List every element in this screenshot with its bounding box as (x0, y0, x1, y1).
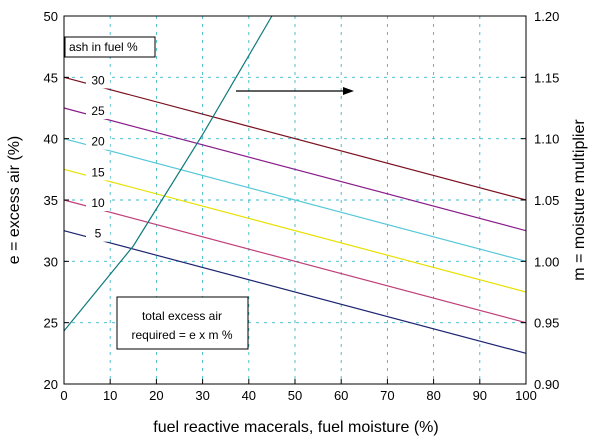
ticks: 0 10 20 30 40 50 60 70 80 90 100 20 25 30 35 40 45 50 0.90… (44, 9, 560, 403)
series-line-ash-10 (63, 199, 527, 324)
y-left-tick-label: 50 (44, 9, 58, 24)
series-label-30: 30 (91, 73, 105, 87)
y-left-tick-label: 35 (44, 193, 58, 208)
legend-box: ash in fuel % (64, 36, 156, 58)
series-label-bg (86, 133, 110, 150)
series-line-ash-25 (63, 107, 527, 232)
right-arrow (236, 87, 354, 95)
x-tick-label: 30 (195, 388, 209, 403)
x-tick-label: 50 (288, 388, 302, 403)
arrow-head-icon (343, 87, 354, 95)
series-line-ash-20 (63, 138, 527, 262)
series-label-10: 10 (91, 196, 105, 210)
series-line-ash-5 (63, 230, 527, 354)
series-lines (63, 76, 527, 354)
note-box-frame (116, 296, 249, 350)
series-line-ash-30 (63, 76, 527, 201)
series-label-bg (86, 164, 110, 181)
y-right-tick-label: 1.15 (534, 70, 559, 85)
series-label-bg (86, 72, 110, 89)
legend-title: ash in fuel % (69, 40, 138, 54)
y-left-tick-label: 40 (44, 132, 58, 147)
y-right-tick-label: 1.05 (534, 193, 559, 208)
x-tick-label: 60 (334, 388, 348, 403)
x-tick-label: 100 (515, 388, 537, 403)
note-line-1: total excess air (142, 309, 222, 323)
x-tick-label: 20 (149, 388, 163, 403)
x-tick-label: 40 (242, 388, 256, 403)
y-right-tick-label: 1.00 (534, 254, 559, 269)
x-tick-label: 10 (103, 388, 117, 403)
y-left-tick-label: 45 (44, 70, 58, 85)
series-label-20: 20 (91, 135, 105, 149)
series-label-bg (86, 103, 110, 119)
series-line-ash-15 (63, 168, 527, 293)
series-label-5: 5 (95, 227, 102, 241)
legend-box-frame (64, 36, 156, 58)
note-box: total excess air required = e x m % (116, 296, 249, 350)
moisture-multiplier-curve (63, 15, 273, 332)
x-axis-title: fuel reactive macerals, fuel moisture (%… (153, 419, 438, 436)
y-axis-right-title: m = moisture multiplier (571, 119, 588, 281)
y-left-tick-label: 25 (44, 316, 58, 331)
note-line-2: required = e x m % (131, 328, 232, 342)
x-tick-label: 90 (473, 388, 487, 403)
series-label-15: 15 (91, 165, 105, 179)
moisture-curve-group (63, 15, 273, 332)
series-label-25: 25 (91, 104, 105, 118)
series-label-bg (86, 225, 110, 242)
y-right-tick-label: 0.95 (534, 316, 559, 331)
x-tick-label: 70 (380, 388, 394, 403)
x-tick-label: 0 (60, 388, 67, 403)
x-tick-label: 80 (426, 388, 440, 403)
series-labels: 30 25 20 15 10 5 (86, 72, 110, 242)
y-right-tick-label: 1.10 (534, 132, 559, 147)
y-left-tick-label: 20 (44, 377, 58, 392)
y-left-tick-label: 30 (44, 254, 58, 269)
y-axis-left-title: e = excess air (%) (6, 136, 23, 264)
y-right-tick-label: 1.20 (534, 9, 559, 24)
series-label-bg (86, 195, 110, 211)
y-right-tick-label: 0.90 (534, 377, 559, 392)
